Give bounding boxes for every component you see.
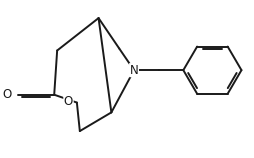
Text: O: O — [2, 88, 11, 101]
Text: O: O — [64, 95, 73, 108]
Text: N: N — [130, 64, 138, 77]
